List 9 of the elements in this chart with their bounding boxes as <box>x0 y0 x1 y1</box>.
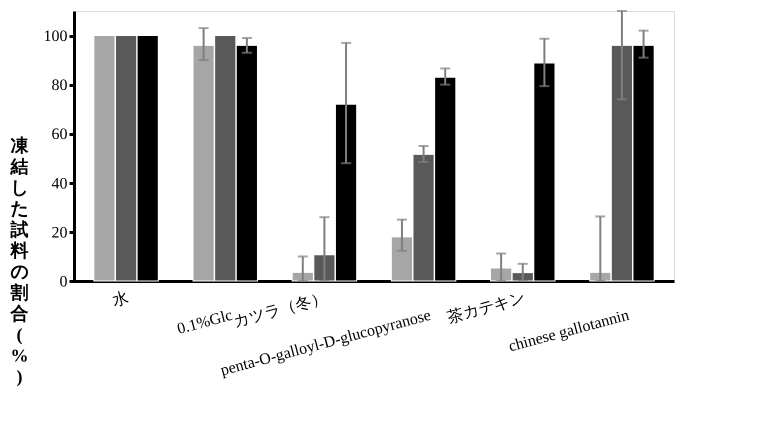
y-tick-label: 20 <box>52 224 68 242</box>
x-tick-label: 茶カテキン <box>445 288 528 327</box>
text: 凍結した試料の割合(%) <box>10 136 28 386</box>
y-tick-label: 100 <box>44 28 68 46</box>
y-tick-label: 60 <box>52 126 68 144</box>
y-tick-label: 0 <box>60 274 68 290</box>
x-tick-label: 水 <box>110 288 130 310</box>
y-tick-label: 80 <box>52 77 68 94</box>
y-tick-label: 40 <box>52 175 68 192</box>
